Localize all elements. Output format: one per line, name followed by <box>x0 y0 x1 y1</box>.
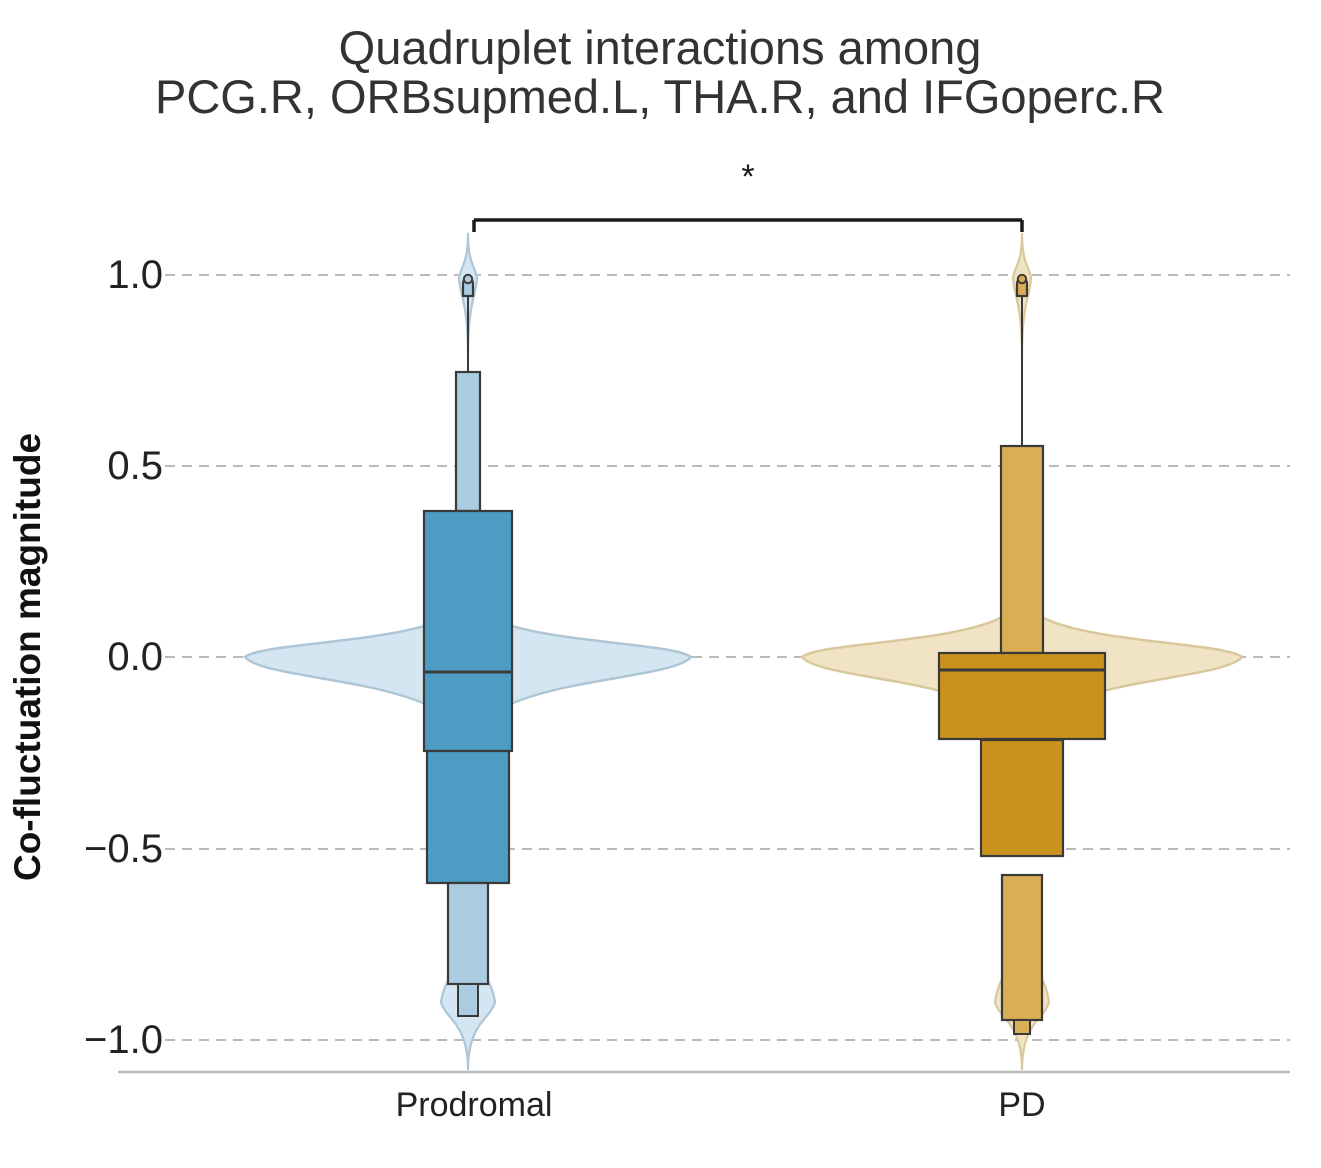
svg-text:−1.0: −1.0 <box>84 1018 163 1062</box>
svg-text:0.0: 0.0 <box>107 635 163 679</box>
svg-text:Co-fluctuation magnitude: Co-fluctuation magnitude <box>7 433 48 881</box>
svg-text:*: * <box>741 158 754 196</box>
svg-text:1.0: 1.0 <box>107 253 163 297</box>
svg-text:PD: PD <box>998 1086 1045 1124</box>
svg-text:−0.5: −0.5 <box>84 827 163 871</box>
svg-text:0.5: 0.5 <box>107 444 163 488</box>
svg-text:Quadruplet interactions among: Quadruplet interactions among <box>339 21 982 74</box>
svg-text:Prodromal: Prodromal <box>396 1086 553 1124</box>
svg-text:PCG.R, ORBsupmed.L, THA.R, and: PCG.R, ORBsupmed.L, THA.R, and IFGoperc.… <box>155 70 1165 123</box>
